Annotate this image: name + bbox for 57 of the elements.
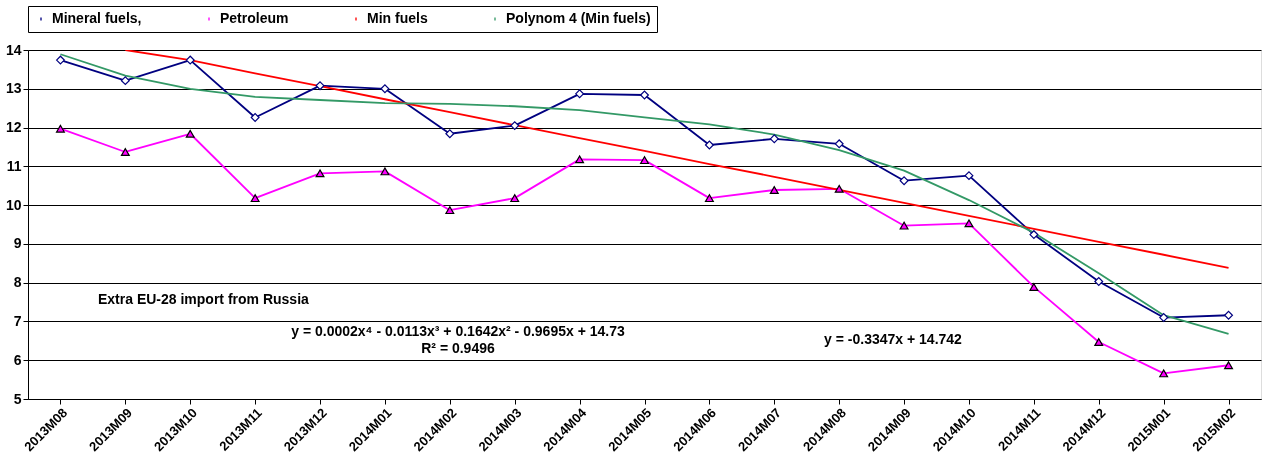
point [964, 171, 974, 181]
point [899, 221, 909, 230]
y-tick-label: 6 [13, 351, 22, 368]
y-tick-label: 5 [13, 390, 22, 407]
y-tick-label: 9 [13, 235, 22, 252]
point [120, 76, 130, 86]
point [185, 129, 195, 138]
y-tick-label: 13 [5, 80, 22, 97]
point [55, 124, 65, 133]
point [704, 140, 714, 150]
legend-label: Petroleum [220, 10, 289, 26]
point [1224, 310, 1234, 320]
annotation: y = -0.3347x + 14.742 [824, 331, 963, 347]
point [1094, 277, 1104, 286]
y-tick-label: 8 [13, 274, 22, 291]
y-tick-label: 7 [13, 312, 22, 329]
point [640, 156, 649, 165]
point [445, 129, 455, 139]
y-tick-label: 14 [5, 41, 22, 58]
point [1159, 369, 1169, 378]
point [315, 169, 325, 178]
point [964, 219, 974, 228]
point [704, 194, 714, 203]
y-tick-label: 11 [6, 157, 22, 174]
point [120, 148, 130, 156]
point [185, 55, 195, 65]
legend-label: Mineral fuels, [52, 10, 142, 26]
y-tick-label: 10 [5, 196, 22, 213]
point [510, 194, 520, 203]
annotation: Extra EU-28 import from Russia [98, 291, 310, 307]
line-series [124, 50, 1230, 269]
point [640, 90, 649, 100]
annotation: R² = 0.9496 [421, 340, 495, 356]
point [445, 206, 455, 215]
point [575, 89, 585, 99]
point [1029, 230, 1039, 240]
point [769, 186, 779, 194]
point [1159, 313, 1169, 323]
legend-label: Min fuels [367, 10, 428, 26]
point [834, 184, 844, 193]
point [380, 84, 390, 94]
point [899, 176, 909, 186]
annotation: y = 0.0002x⁴ - 0.0113x³ + 0.1642x² - 0.9695x + 14.73 [291, 323, 625, 339]
point [510, 121, 520, 131]
point [380, 167, 390, 176]
legend-label: Polynom 4 (Min fuels) [506, 10, 651, 26]
point [834, 139, 844, 149]
point [1029, 282, 1039, 291]
y-tick-label: 12 [5, 119, 22, 136]
point [1094, 338, 1104, 346]
point [55, 55, 65, 65]
point [769, 134, 779, 144]
point [1224, 361, 1234, 370]
point [250, 194, 260, 203]
point [575, 155, 585, 164]
point [250, 113, 260, 122]
point [315, 81, 325, 91]
